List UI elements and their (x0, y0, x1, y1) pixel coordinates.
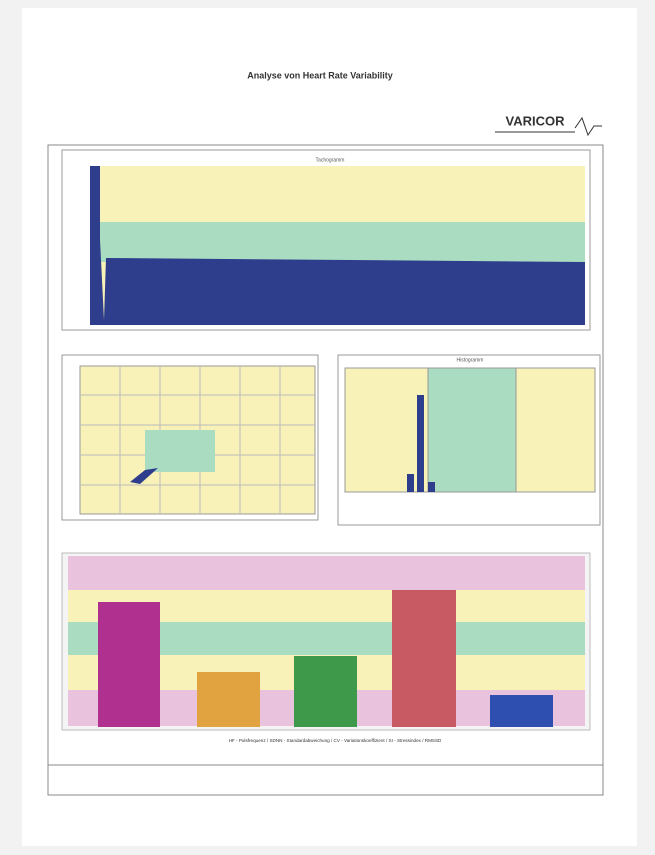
bar (294, 656, 357, 727)
frame (47, 144, 604, 796)
bar (98, 602, 160, 727)
bar (392, 590, 456, 727)
logo-wave (574, 116, 602, 137)
bar (417, 395, 424, 492)
norm-area (145, 430, 215, 472)
band (344, 367, 429, 493)
bar (490, 695, 553, 727)
band (427, 367, 517, 493)
panel-title: Histogramm (457, 357, 484, 363)
logo: VARICOR (506, 113, 566, 128)
title: Analyse von Heart Rate Variability (247, 70, 393, 80)
scatter-cloud (130, 468, 158, 484)
band (68, 556, 585, 590)
band (90, 222, 585, 262)
legend: HF - Pulsfrequenz / SDNN - Standardabwei… (229, 738, 442, 743)
bar (407, 474, 414, 492)
bar (428, 482, 435, 492)
bar (197, 672, 260, 727)
band (90, 166, 585, 222)
band (515, 367, 596, 493)
panel-title: Tachogramm (316, 157, 345, 163)
tachogram-area (90, 166, 585, 325)
